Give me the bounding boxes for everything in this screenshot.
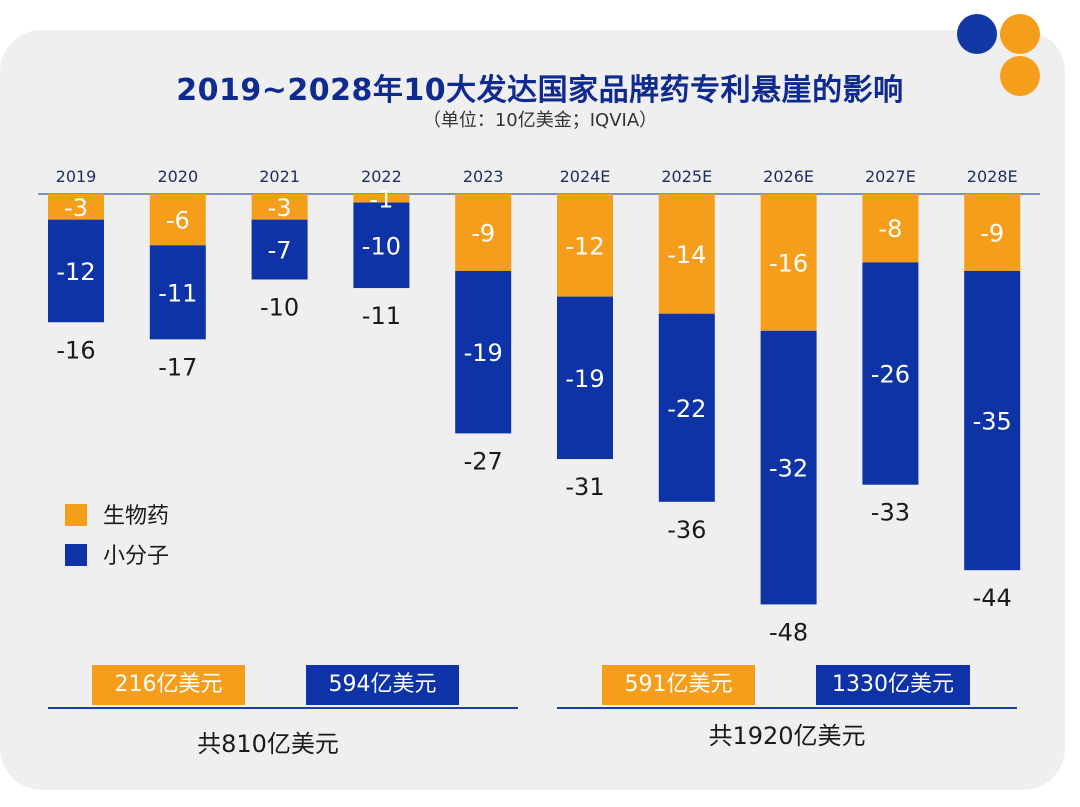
data-label-small: -10 (362, 232, 401, 260)
summary-left-small-box: 594亿美元 (306, 665, 459, 705)
bar-bio (455, 194, 512, 271)
chart-title: 2019~2028年10大发达国家品牌药专利悬崖的影响 (176, 73, 904, 108)
legend-item-small: 小分子 (65, 538, 169, 570)
data-label-bio: -1 (369, 185, 393, 213)
bar-small (149, 245, 206, 340)
data-label-bio: -6 (166, 207, 190, 235)
data-label-small: -7 (268, 237, 292, 265)
legend-label-small: 小分子 (103, 544, 170, 569)
data-label-total: -31 (565, 473, 604, 501)
decor-dot-blue (957, 14, 997, 54)
summary-right-total: 共1920亿美元 (708, 722, 866, 750)
bar-bio (862, 194, 919, 263)
bar-small (557, 296, 613, 460)
data-label-small: -32 (769, 455, 808, 483)
bar-bio (149, 194, 206, 246)
bar-bio (964, 194, 1021, 271)
bar-small (353, 202, 410, 289)
bar-bio (557, 194, 613, 297)
data-label-total: -36 (667, 516, 706, 544)
x-tick-label: 2019 (56, 167, 97, 186)
data-label-bio: -9 (980, 219, 1004, 247)
data-label-small: -11 (158, 279, 197, 307)
legend-item-bio: 生物药 (65, 498, 169, 530)
data-label-bio: -8 (878, 215, 902, 243)
x-tick-label: 2026E (763, 167, 814, 186)
data-label-small: -19 (565, 365, 604, 393)
legend-swatch-small (65, 544, 87, 566)
data-label-bio: -3 (64, 194, 88, 222)
data-label-total: -33 (871, 499, 910, 527)
x-tick-label: 2022 (361, 167, 402, 186)
summary-right-line (557, 707, 1017, 709)
bar-small (455, 270, 512, 434)
summary-left-line (48, 707, 518, 709)
data-label-bio: -12 (565, 232, 604, 260)
data-label-small: -26 (871, 361, 910, 389)
summary-left-total: 共810亿美元 (197, 730, 339, 758)
data-label-total: -16 (56, 336, 95, 364)
x-tick-label: 2020 (157, 167, 198, 186)
x-tick-label: 2024E (560, 167, 611, 186)
bar-bio (658, 194, 715, 314)
bar-small (964, 270, 1021, 571)
data-label-total: -10 (260, 294, 299, 322)
data-label-total: -17 (158, 353, 197, 381)
data-label-total: -11 (362, 302, 401, 330)
bar-small (251, 219, 308, 280)
x-tick-label: 2021 (259, 167, 300, 186)
data-label-total: -27 (464, 447, 503, 475)
data-label-bio: -16 (769, 249, 808, 277)
x-tick-label: 2028E (967, 167, 1018, 186)
summary-right-small-box: 1330亿美元 (816, 665, 970, 705)
bar-bio (48, 194, 104, 220)
summary-right-bio-box: 591亿美元 (602, 665, 755, 705)
bar-small (658, 313, 715, 502)
data-label-bio: -3 (268, 194, 292, 222)
data-label-small: -35 (973, 408, 1012, 436)
x-tick-label: 2027E (865, 167, 916, 186)
bar-small (760, 330, 817, 605)
bar-small (862, 262, 919, 485)
chart-subtitle: （单位：10亿美金；IQVIA） (422, 110, 658, 131)
data-label-small: -22 (667, 395, 706, 423)
data-label-small: -12 (56, 258, 95, 286)
data-label-bio: -14 (667, 241, 706, 269)
bar-bio (251, 194, 308, 220)
bar-bio (760, 194, 817, 331)
data-label-total: -44 (973, 584, 1012, 612)
bar-small (48, 219, 104, 323)
decor-dot-orange-1 (1000, 14, 1040, 54)
bar-bio (353, 194, 410, 203)
summary-left-bio-box: 216亿美元 (92, 665, 245, 705)
legend-label-bio: 生物药 (103, 504, 170, 529)
x-tick-label: 2025E (661, 167, 712, 186)
decor-dot-orange-2 (1000, 56, 1040, 96)
x-tick-label: 2023 (463, 167, 504, 186)
data-label-bio: -9 (471, 219, 495, 247)
data-label-small: -19 (464, 339, 503, 367)
legend-swatch-bio (65, 504, 87, 526)
data-label-total: -48 (769, 618, 808, 646)
